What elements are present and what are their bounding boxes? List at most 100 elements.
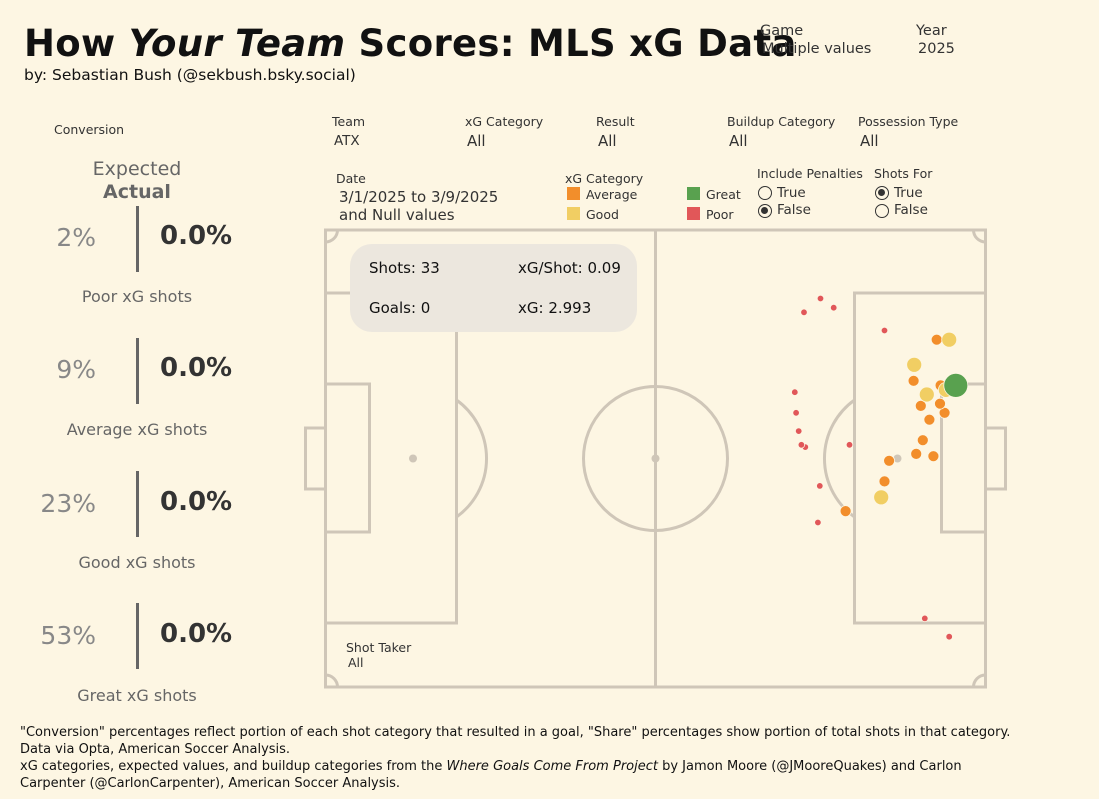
- date-filter-null[interactable]: and Null values: [339, 206, 455, 224]
- right-six-yard-box: [940, 382, 987, 534]
- legend-great-swatch[interactable]: [687, 187, 700, 200]
- legend-good-label[interactable]: Good: [586, 207, 619, 222]
- shots-for-true-label[interactable]: True: [894, 185, 923, 201]
- year-filter-value[interactable]: 2025: [918, 41, 955, 57]
- shot-marker-average-23[interactable]: [907, 374, 920, 387]
- shot-marker-average-20[interactable]: [916, 434, 929, 447]
- footer-line-3-a: xG categories, expected values, and buil…: [20, 759, 447, 774]
- shot-marker-poor-3[interactable]: [816, 482, 824, 490]
- poor-actual: 0.0%: [160, 221, 233, 251]
- shot-marker-poor-9[interactable]: [800, 308, 808, 316]
- result-filter-value[interactable]: All: [598, 132, 617, 150]
- xg-category-filter-value[interactable]: All: [467, 132, 486, 150]
- shot-marker-average-26[interactable]: [930, 333, 943, 346]
- corner-arc-tr: [972, 229, 986, 244]
- good-caption: Good xG shots: [78, 553, 196, 572]
- shot-marker-average-19[interactable]: [910, 447, 923, 460]
- shot-marker-poor-2[interactable]: [814, 518, 822, 527]
- left-six-yard-box: [324, 382, 371, 534]
- left-penalty-spot: [409, 454, 417, 463]
- shot-marker-great-32[interactable]: [943, 372, 969, 398]
- good-expected: 23%: [40, 489, 96, 518]
- date-filter-range[interactable]: 3/1/2025 to 3/9/2025: [339, 188, 499, 206]
- footer-line-3-b: by Jamon Moore (@JMooreQuakes) and Carlo…: [657, 759, 962, 774]
- team-filter-value[interactable]: ATX: [334, 133, 360, 149]
- great-expected: 53%: [40, 621, 96, 650]
- left-penalty-arc: [455, 398, 489, 519]
- shot-marker-poor-10[interactable]: [830, 303, 838, 312]
- shot-marker-good-30[interactable]: [906, 356, 923, 373]
- legend-good-swatch[interactable]: [567, 207, 580, 220]
- corner-arc-bl: [325, 673, 339, 688]
- penalties-false-label[interactable]: False: [777, 202, 811, 218]
- shot-marker-good-27[interactable]: [873, 489, 890, 506]
- average-caption: Average xG shots: [66, 420, 208, 439]
- byline: by: Sebastian Bush (@sekbush.bsky.social…: [24, 66, 356, 84]
- shot-marker-poor-13[interactable]: [791, 388, 799, 396]
- shot-marker-poor-11[interactable]: [816, 294, 825, 303]
- poor-caption: Poor xG shots: [81, 287, 193, 306]
- corner-arc-br: [972, 673, 986, 688]
- shot-taker-filter-value[interactable]: All: [348, 655, 364, 670]
- good-actual: 0.0%: [160, 487, 233, 517]
- buildup-filter-value[interactable]: All: [729, 132, 748, 150]
- shot-marker-poor-7[interactable]: [795, 427, 803, 435]
- legend-poor-swatch[interactable]: [687, 207, 700, 220]
- shot-marker-poor-12[interactable]: [880, 326, 889, 335]
- legend-title: xG Category: [565, 171, 644, 186]
- include-penalties-label: Include Penalties: [757, 166, 863, 181]
- penalties-true-label[interactable]: True: [777, 185, 806, 201]
- penalties-false-radio[interactable]: [758, 204, 772, 218]
- shot-marker-poor-0[interactable]: [921, 614, 929, 623]
- expected-label: Expected: [92, 158, 182, 180]
- shot-marker-poor-6[interactable]: [845, 441, 854, 449]
- footer-project-name: Where Goals Come From Project: [446, 759, 658, 774]
- shot-marker-average-24[interactable]: [934, 397, 946, 410]
- average-expected: 9%: [56, 355, 96, 384]
- shots-for-false-radio[interactable]: [875, 204, 889, 218]
- shot-marker-poor-8[interactable]: [792, 409, 800, 417]
- summary-xg: xG: 2.993: [518, 299, 592, 317]
- shot-marker-average-21[interactable]: [914, 399, 927, 412]
- shots-for-false-label[interactable]: False: [894, 202, 928, 218]
- center-circle: [582, 385, 729, 532]
- footer-notes: "Conversion" percentages reflect portion…: [20, 724, 1080, 792]
- shot-summary-card: Shots: 33 xG/Shot: 0.09 Goals: 0 xG: 2.9…: [350, 244, 637, 332]
- title-part-3: Scores: MLS xG Data: [345, 22, 797, 65]
- legend-great-label[interactable]: Great: [706, 187, 741, 202]
- shot-marker-average-18[interactable]: [927, 450, 940, 463]
- corner-arc-tl: [325, 229, 339, 244]
- great-caption: Great xG shots: [77, 686, 197, 705]
- possession-filter-value[interactable]: All: [860, 132, 879, 150]
- legend-average-swatch[interactable]: [567, 187, 580, 200]
- shot-marker-average-15[interactable]: [878, 475, 891, 488]
- good-divider: [136, 471, 139, 537]
- actual-label: Actual: [103, 181, 171, 203]
- shots-for-true-radio[interactable]: [875, 186, 889, 200]
- shot-marker-poor-1[interactable]: [945, 633, 953, 641]
- shot-marker-average-17[interactable]: [923, 413, 936, 426]
- footer-line-2: Data via Opta, American Soccer Analysis.: [20, 742, 291, 757]
- shot-marker-good-31[interactable]: [941, 331, 958, 348]
- soccer-pitch: [304, 228, 1007, 689]
- poor-expected: 2%: [56, 223, 96, 252]
- right-penalty-arc: [822, 398, 856, 519]
- poor-divider: [136, 206, 139, 272]
- buildup-filter-label: Buildup Category: [727, 114, 836, 129]
- shot-marker-poor-5[interactable]: [797, 441, 806, 449]
- right-goal: [984, 426, 1007, 491]
- legend-average-label[interactable]: Average: [586, 187, 638, 202]
- legend-poor-label[interactable]: Poor: [706, 207, 734, 222]
- great-actual: 0.0%: [160, 619, 233, 649]
- game-filter-value[interactable]: Multiple values: [762, 41, 872, 57]
- possession-filter-label: Possession Type: [858, 114, 959, 129]
- penalties-true-radio[interactable]: [758, 186, 772, 200]
- game-filter-label: Game: [760, 23, 804, 39]
- shot-marker-average-14[interactable]: [839, 505, 852, 518]
- shot-marker-good-28[interactable]: [918, 386, 935, 403]
- left-goal: [304, 426, 327, 491]
- average-actual: 0.0%: [160, 353, 233, 383]
- shot-marker-average-16[interactable]: [883, 454, 895, 467]
- summary-xg-per-shot: xG/Shot: 0.09: [518, 259, 621, 277]
- title-part-1: How: [24, 22, 129, 65]
